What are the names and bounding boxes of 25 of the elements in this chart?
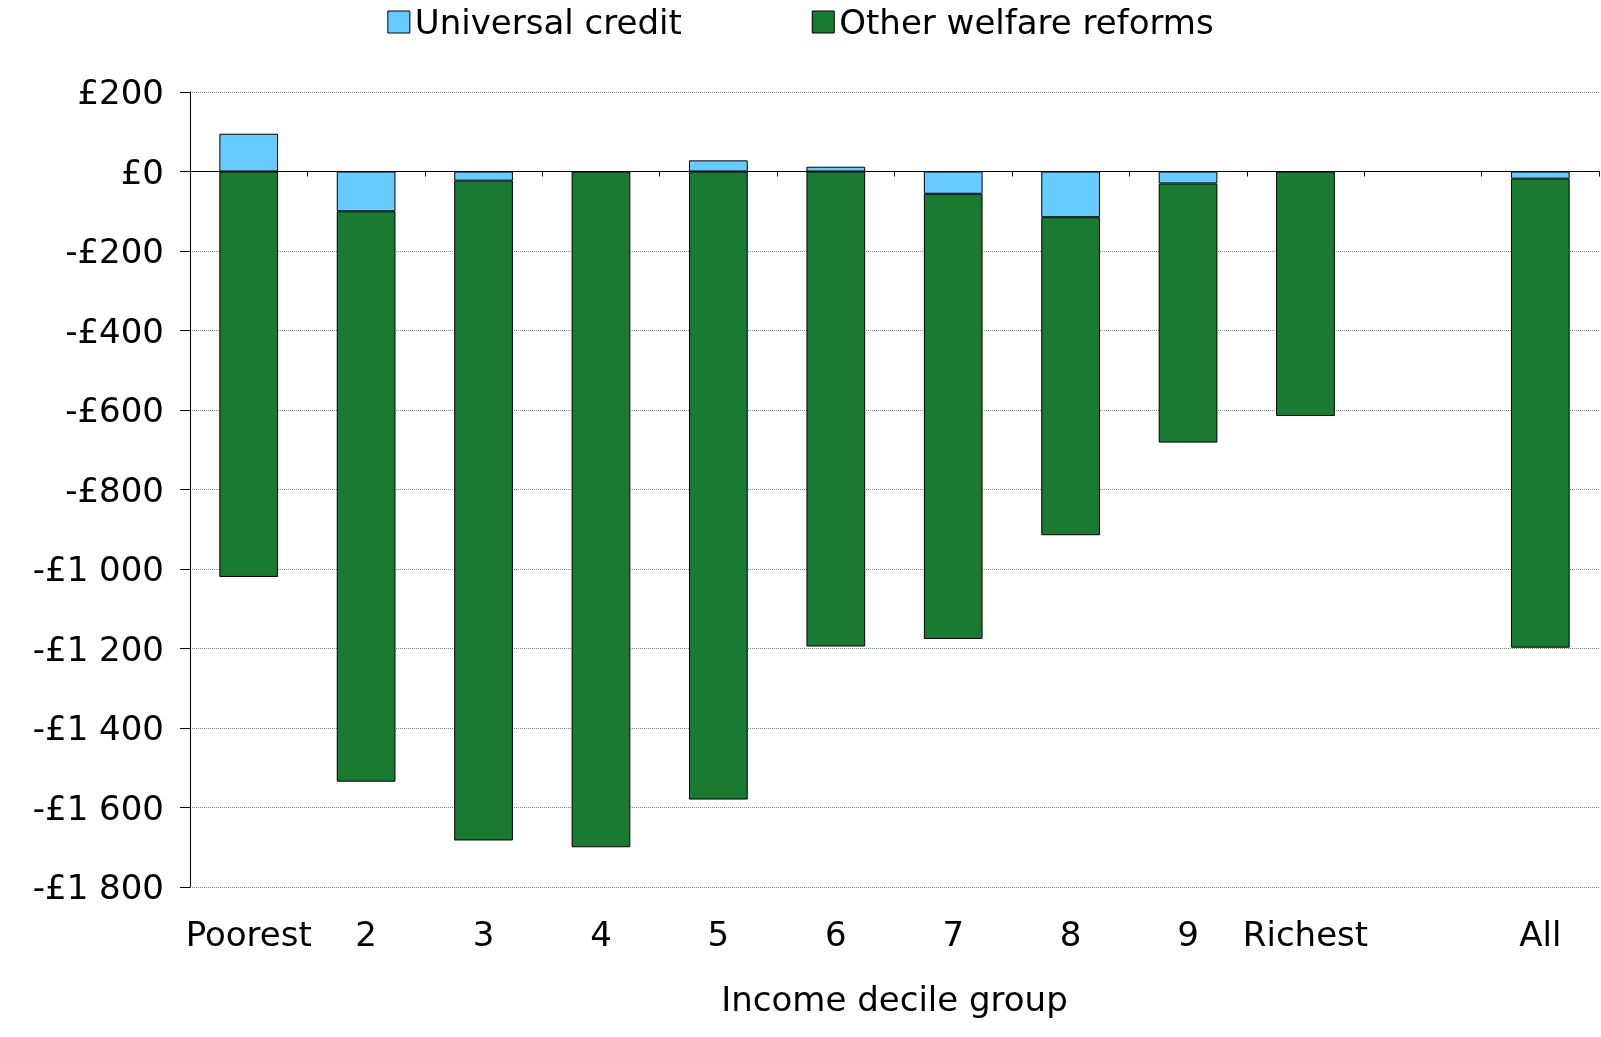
y-tick-label: -£1 600	[32, 787, 164, 828]
y-tick-label: -£200	[65, 231, 164, 271]
legend-label: Universal credit	[414, 2, 682, 42]
x-tick-label: 7	[942, 914, 965, 954]
y-tick-label: -£1 800	[32, 867, 164, 907]
x-tick-label: 4	[590, 914, 612, 954]
y-tick-label: -£400	[65, 310, 164, 351]
y-tick-label: -£1 000	[32, 549, 164, 589]
y-tick-label: £0	[120, 151, 164, 192]
y-tick-label: -£600	[65, 390, 164, 430]
x-axis-title: Income decile group	[721, 979, 1068, 1019]
x-tick-label: 5	[707, 914, 730, 954]
y-tick-label: -£800	[65, 469, 164, 510]
x-tick-label: Poorest	[185, 914, 312, 954]
x-tick-label: All	[1519, 914, 1562, 954]
x-tick-label: 2	[355, 914, 377, 954]
x-tick-label: 8	[1059, 914, 1082, 954]
legend-label: Other welfare reforms	[839, 2, 1214, 42]
y-tick-label: -£1 200	[32, 628, 164, 669]
x-tick-label: 9	[1177, 914, 1199, 954]
x-tick-label: Richest	[1242, 914, 1369, 954]
x-tick-label: 3	[472, 914, 495, 954]
y-tick-label: £200	[77, 72, 164, 112]
x-tick-label: 6	[824, 914, 847, 954]
y-tick-label: -£1 400	[32, 708, 164, 748]
